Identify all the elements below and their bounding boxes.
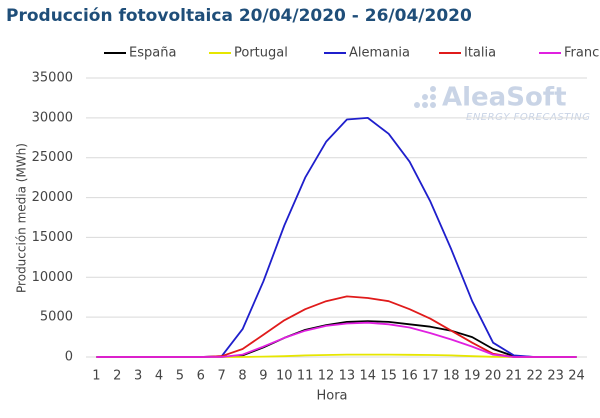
x-tick-label: 18: [443, 369, 460, 384]
legend-label: Italia: [464, 46, 496, 61]
x-tick-label: 8: [238, 369, 246, 384]
chart-title: Producción fotovoltaica 20/04/2020 - 26/…: [6, 6, 472, 26]
y-tick-label: 35000: [32, 71, 73, 86]
y-tick-label: 20000: [32, 190, 73, 205]
legend-label: Portugal: [234, 46, 288, 61]
x-tick-label: 13: [339, 369, 356, 384]
x-tick-label: 7: [218, 369, 226, 384]
x-tick-label: 2: [113, 369, 121, 384]
legend-label: Francia: [564, 46, 600, 61]
y-tick-label: 5000: [40, 310, 73, 325]
x-tick-label: 10: [276, 369, 293, 384]
x-tick-label: 12: [318, 369, 335, 384]
y-tick-label: 25000: [32, 150, 73, 165]
legend-label: España: [129, 46, 176, 61]
x-tick-label: 6: [197, 369, 205, 384]
x-tick-label: 17: [422, 369, 439, 384]
watermark: AleaSoft: [442, 83, 567, 113]
x-tick-label: 16: [401, 369, 418, 384]
y-tick-label: 10000: [32, 270, 73, 285]
x-tick-label: 9: [259, 369, 267, 384]
series-line: [96, 321, 577, 358]
watermark-logo: [414, 86, 436, 108]
x-tick-label: 21: [506, 369, 523, 384]
x-tick-label: 23: [547, 369, 564, 384]
y-tick-label: 0: [65, 350, 73, 365]
series-line: [96, 320, 577, 358]
y-tick-label: 15000: [32, 230, 73, 245]
x-tick-label: 20: [485, 369, 502, 384]
x-tick-label: 14: [360, 369, 377, 384]
x-tick-label: 19: [464, 369, 481, 384]
x-tick-label: 15: [380, 369, 397, 384]
y-tick-label: 30000: [32, 110, 73, 125]
x-tick-label: 3: [134, 369, 142, 384]
x-tick-label: 1: [92, 369, 100, 384]
series-line: [96, 295, 577, 358]
x-axis-title: Hora: [316, 389, 347, 404]
x-tick-label: 11: [297, 369, 314, 384]
y-axis-title: Producción media (MWh): [15, 143, 29, 293]
x-tick-label: 4: [155, 369, 163, 384]
x-tick-label: 5: [176, 369, 184, 384]
x-tick-label: 22: [527, 369, 544, 384]
legend-label: Alemania: [349, 46, 410, 61]
x-tick-label: 24: [568, 369, 585, 384]
